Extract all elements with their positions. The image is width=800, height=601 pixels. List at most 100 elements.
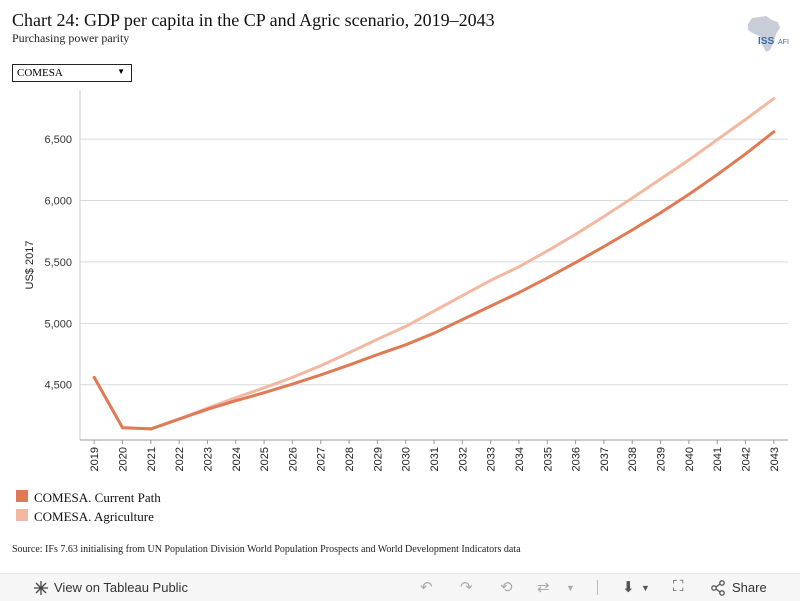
x-tick-label: 2032 <box>457 447 469 471</box>
data-point <box>121 426 124 430</box>
x-tick-label: 2031 <box>429 447 441 471</box>
region-filter-value: COMESA <box>17 67 63 79</box>
share-icon <box>711 580 725 596</box>
data-point <box>177 417 181 421</box>
data-point <box>545 276 549 280</box>
x-tick-label: 2022 <box>174 447 186 471</box>
x-tick-label: 2028 <box>344 447 356 471</box>
x-tick-label: 2037 <box>599 447 611 471</box>
data-point <box>715 173 719 177</box>
data-point <box>574 261 577 264</box>
legend-swatch-current-path <box>16 490 28 502</box>
legend-label-agriculture: COMESA. Agriculture <box>34 509 154 524</box>
iss-africa-logo: ISS AFI <box>748 16 789 52</box>
logo-text: ISS <box>758 36 774 47</box>
x-tick-label: 2041 <box>712 447 724 471</box>
refresh-icon[interactable]: ⇄ <box>537 579 550 596</box>
x-tick-label: 2033 <box>486 447 498 471</box>
x-tick-label: 2035 <box>542 447 554 471</box>
source-note: Source: IFs 7.63 initialising from UN Po… <box>12 544 521 555</box>
data-point <box>375 337 379 341</box>
x-tick-label: 2025 <box>259 447 271 471</box>
data-point <box>347 363 351 367</box>
data-point <box>489 304 493 308</box>
data-point <box>659 211 662 215</box>
data-point <box>92 375 96 379</box>
data-point <box>234 399 238 403</box>
x-tick-label: 2039 <box>656 447 668 471</box>
data-point <box>460 294 464 298</box>
data-point <box>630 228 634 232</box>
data-point <box>262 391 266 395</box>
data-point <box>772 130 776 134</box>
y-tick-label: 5,500 <box>44 257 72 269</box>
x-tick-label: 2030 <box>401 447 413 471</box>
share-label: Share <box>732 580 767 595</box>
undo-icon[interactable]: ↶ <box>420 579 433 596</box>
tableau-icon <box>34 581 48 595</box>
data-point <box>262 386 266 390</box>
download-icon[interactable]: ⬇ <box>622 579 635 596</box>
data-point <box>517 291 521 295</box>
x-tick-label: 2020 <box>117 447 129 471</box>
data-point <box>602 245 606 248</box>
data-point <box>715 138 719 142</box>
chart-title: Chart 24: GDP per capita in the CP and A… <box>12 10 495 30</box>
data-point <box>744 152 747 156</box>
data-point <box>319 364 323 368</box>
toolbar-divider <box>597 580 598 595</box>
data-point <box>460 318 464 322</box>
data-point <box>432 309 436 313</box>
data-point <box>432 331 436 335</box>
data-point <box>149 427 153 431</box>
data-point <box>404 325 408 328</box>
data-point <box>687 192 691 196</box>
x-tick-label: 2026 <box>287 447 299 471</box>
x-tick-label: 2019 <box>89 447 101 471</box>
data-point <box>772 97 776 100</box>
chevron-down-icon[interactable]: ▼ <box>641 583 650 593</box>
data-point <box>659 177 662 181</box>
y-tick-label: 4,500 <box>44 380 72 392</box>
data-point <box>574 232 577 236</box>
x-tick-label: 2023 <box>202 447 214 471</box>
line-chart: 4,500 5,000 5,500 6,000 6,500 US$ 2017 2019 202… <box>24 90 788 471</box>
x-tick-label: 2029 <box>372 447 384 471</box>
x-tick-label: 2040 <box>684 447 696 471</box>
data-point <box>602 215 606 218</box>
data-point <box>234 396 238 400</box>
data-point <box>404 343 408 347</box>
x-tick-label: 2024 <box>231 447 243 471</box>
chevron-down-icon: ▼ <box>117 67 125 76</box>
data-point <box>545 249 549 253</box>
x-tick-label: 2036 <box>571 447 583 471</box>
data-point <box>517 265 521 269</box>
data-point <box>291 375 294 379</box>
data-point <box>744 118 747 121</box>
legend-swatch-agriculture <box>16 509 28 521</box>
x-tick-label: 2038 <box>627 447 639 471</box>
region-filter-dropdown[interactable]: COMESA ▼ <box>12 64 132 82</box>
y-tick-label: 5,000 <box>44 318 72 330</box>
view-on-tableau-label: View on Tableau Public <box>54 580 188 595</box>
fullscreen-icon[interactable]: ⛶ <box>673 578 684 595</box>
data-point <box>687 158 691 162</box>
x-tick-label: 2027 <box>316 447 328 471</box>
series-line <box>92 97 776 431</box>
data-point <box>375 353 379 357</box>
chevron-down-icon[interactable]: ▼ <box>566 583 575 593</box>
data-point <box>630 196 634 200</box>
logo-suffix: AFI <box>778 39 789 46</box>
x-tick-label: 2043 <box>769 447 781 471</box>
y-tick-label: 6,500 <box>44 134 72 146</box>
x-tick-label: 2034 <box>514 447 526 471</box>
y-tick-label: 6,000 <box>44 196 72 208</box>
data-point <box>489 278 493 282</box>
data-point <box>347 351 351 355</box>
data-point <box>291 382 294 386</box>
tableau-toolbar: View on Tableau Public ↶ ↷ ⟲ ⇄ ▼ ⬇ ▼ ⛶ S… <box>0 573 800 601</box>
revert-icon[interactable]: ⟲ <box>500 579 513 596</box>
x-tick-label: 2042 <box>741 447 753 471</box>
chart-subtitle: Purchasing power parity <box>12 31 130 45</box>
redo-icon[interactable]: ↷ <box>460 579 473 596</box>
